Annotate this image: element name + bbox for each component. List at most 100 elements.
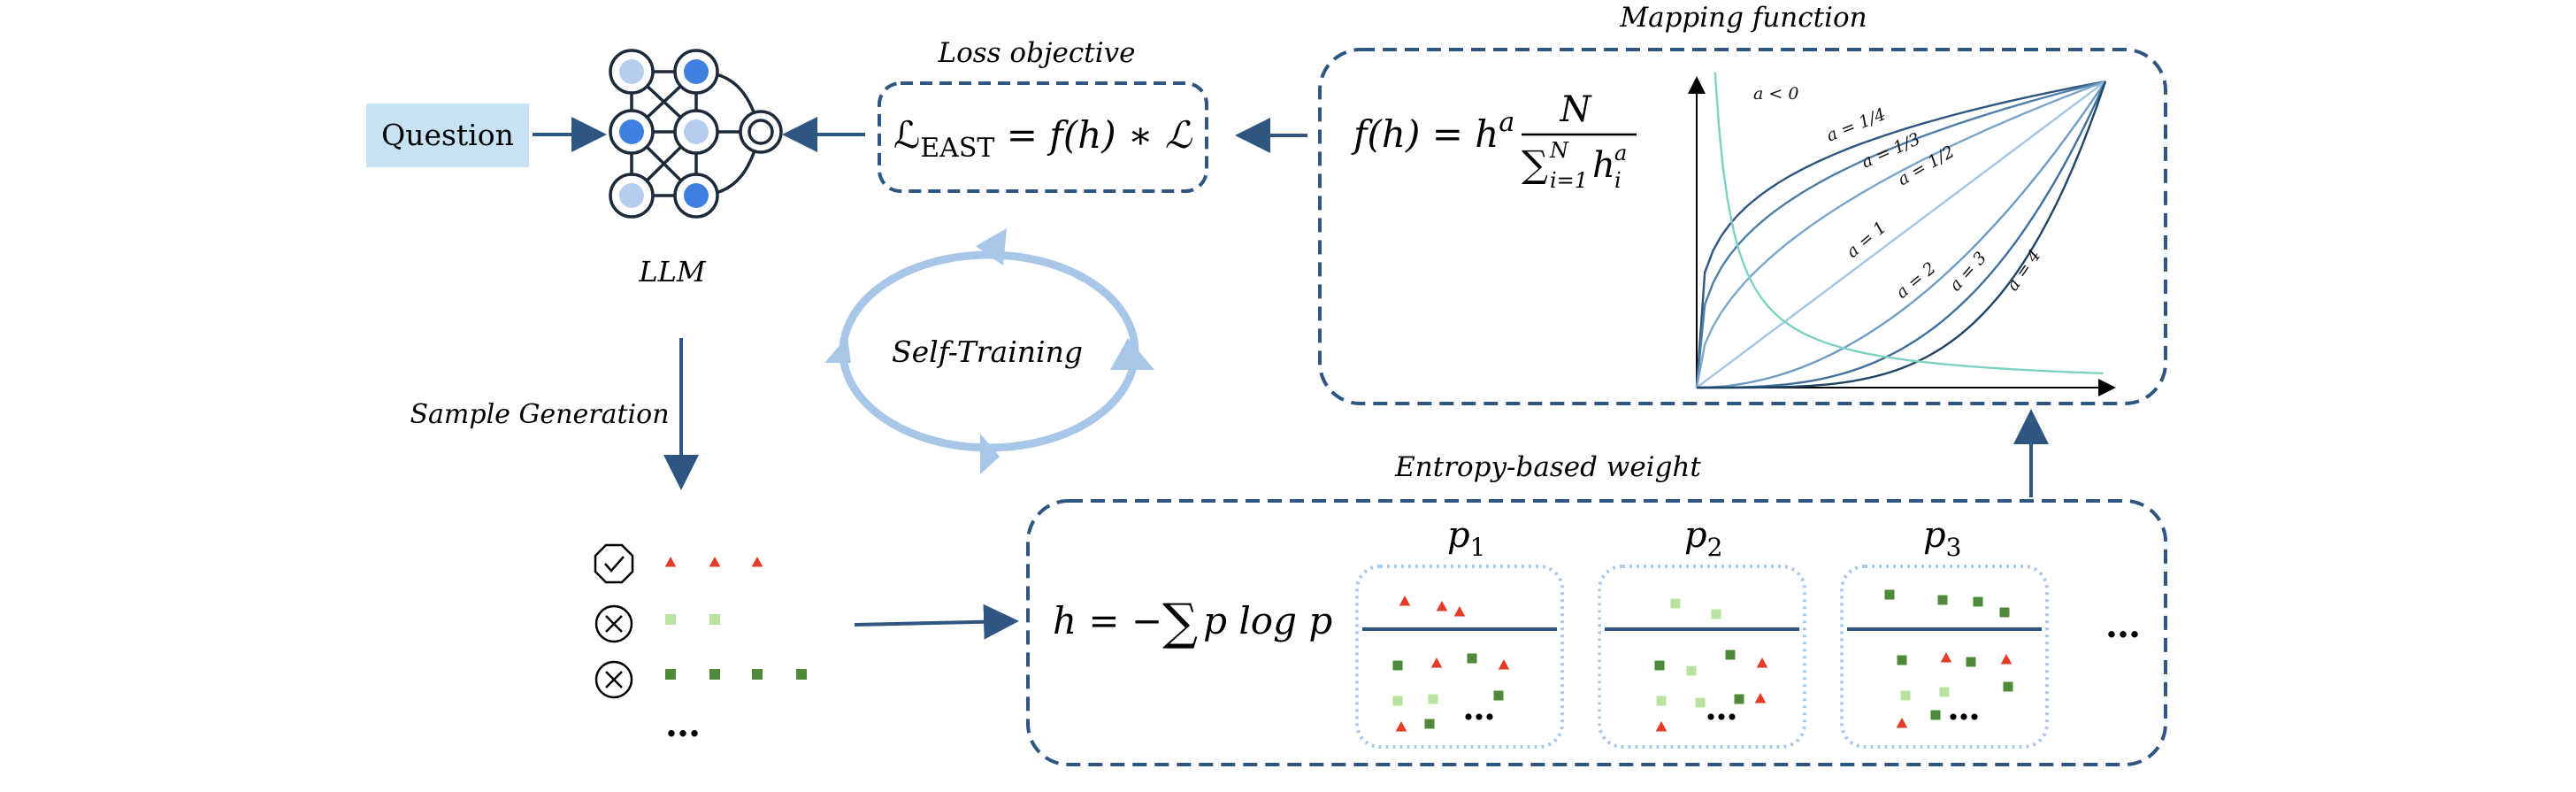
wrong-circle-icon (594, 604, 633, 643)
curve-label: a < 0 (1753, 84, 1798, 104)
sample-triangle-mark (1399, 596, 1411, 606)
cycle-arrowhead (976, 228, 1007, 265)
entropy-formula: h = −∑ p log p (1053, 594, 1332, 651)
loss-objective-box (878, 81, 1208, 193)
sample-generation-label: Sample Generation (410, 399, 669, 430)
mapping-curve (1697, 81, 2107, 389)
llm-node (609, 109, 655, 155)
sample-light-square (1695, 697, 1706, 708)
probability-group: p3 (1840, 515, 2049, 749)
loss-formula: ℒEAST = f(h) ∗ ℒ (893, 113, 1192, 164)
svg-text:N: N (1549, 138, 1569, 163)
group-dotted-box (1598, 565, 1806, 749)
sample-dark-square (1467, 653, 1477, 664)
group-label: p1 (1447, 515, 1485, 562)
svg-text:i: i (1614, 168, 1622, 193)
sample-light-square (1670, 598, 1681, 609)
sample-light-square (1900, 690, 1911, 701)
samples-list: … (594, 543, 807, 745)
sample-dark-square (1493, 690, 1504, 701)
curve-label: a = 1 (1843, 218, 1890, 262)
sample-triangle-mark (1430, 657, 1443, 668)
sample-light-square (1392, 696, 1403, 706)
self-training-cycle: Self-Training (824, 228, 1154, 474)
svg-text:i=1: i=1 (1550, 168, 1588, 193)
sample-dark-square (1930, 710, 1941, 720)
mapping-function-box (1318, 48, 2167, 405)
sample-dark-square (1725, 650, 1736, 660)
mapping-curve (1695, 80, 2106, 388)
llm-node (609, 49, 655, 95)
group-label: p3 (1923, 515, 1961, 562)
sample-triangle-mark (1436, 601, 1448, 611)
group-dotted-box (1840, 565, 2049, 749)
sample-triangle-mark (1754, 693, 1767, 704)
mapping-curve (1697, 81, 2107, 389)
sample-triangle-mark (664, 557, 677, 567)
sample-triangle-mark (1453, 606, 1466, 617)
llm-node (673, 173, 719, 219)
more-dot (1486, 713, 1493, 720)
more-dot (1707, 713, 1714, 720)
mapping-formula: f(h) = ha N ∑ N i=1 h a i (1351, 89, 1637, 193)
sample-dark-square (1884, 589, 1895, 600)
cycle-arrowhead (824, 336, 851, 363)
sample-light-square (1428, 694, 1438, 704)
cycle-arrowhead (980, 434, 1000, 474)
sample-triangle-mark (1655, 721, 1668, 732)
sample-triangle-mark (1395, 721, 1407, 732)
mapping-curve (1696, 81, 2106, 389)
sample-light-square (1656, 696, 1667, 706)
llm-node (673, 109, 719, 155)
sample-dark-square (1999, 607, 2010, 618)
more-dot (1960, 713, 1967, 720)
sample-dark-square (1966, 657, 1976, 667)
group-dotted-box (1355, 565, 1564, 749)
svg-text:h: h (1592, 145, 1615, 186)
sample-dark-square (1654, 660, 1665, 671)
wrong-circle-icon (594, 660, 633, 699)
curve-label: a = 3 (1945, 248, 1990, 295)
sample-light-square (665, 614, 676, 625)
sample-dark-square (1734, 694, 1744, 704)
sample-triangle-mark (751, 557, 763, 567)
cycle-arrowhead (1110, 338, 1154, 370)
sample-light-square (1686, 665, 1697, 676)
sample-light-square (1939, 687, 1950, 697)
llm-node (609, 173, 655, 219)
sample-dark-square (1937, 595, 1948, 605)
llm-node (673, 49, 719, 95)
sample-light-square (1711, 609, 1721, 619)
more-dot (1476, 713, 1483, 720)
more-dot (1718, 713, 1725, 720)
loss-objective-title: Loss objective (938, 37, 1136, 69)
llm-label: LLM (638, 255, 707, 288)
llm-network-icon (609, 49, 783, 219)
curve-label: a = 1/4 (1824, 104, 1889, 146)
sample-triangle-mark (2000, 654, 2012, 665)
sample-triangle-mark (709, 557, 721, 567)
sample-triangle-mark (1940, 652, 1952, 663)
sample-triangle-mark (1896, 718, 1908, 728)
samples-to-entropy-arrow (854, 604, 1019, 640)
sample-dark-square (2003, 681, 2013, 692)
curve-label: a = 4 (2003, 246, 2045, 295)
entropy-weight-box (1026, 499, 2167, 766)
sample-light-square (709, 614, 720, 625)
samples-ellipsis: … (665, 704, 701, 745)
groups-ellipsis: … (2105, 604, 2141, 646)
question-label: Question (381, 118, 514, 152)
sample-dark-square (796, 669, 807, 680)
sample-dark-square (1973, 596, 1983, 607)
sample-dark-square (1897, 655, 1907, 665)
sample-triangle-mark (1756, 657, 1768, 668)
svg-text:N: N (1560, 89, 1593, 130)
mapping-curve-negative (1714, 72, 2104, 375)
mapping-function-title: Mapping function (1619, 2, 1867, 34)
sample-dark-square (665, 669, 676, 680)
more-dot (1950, 713, 1957, 720)
probability-group: p2 (1598, 515, 1806, 749)
